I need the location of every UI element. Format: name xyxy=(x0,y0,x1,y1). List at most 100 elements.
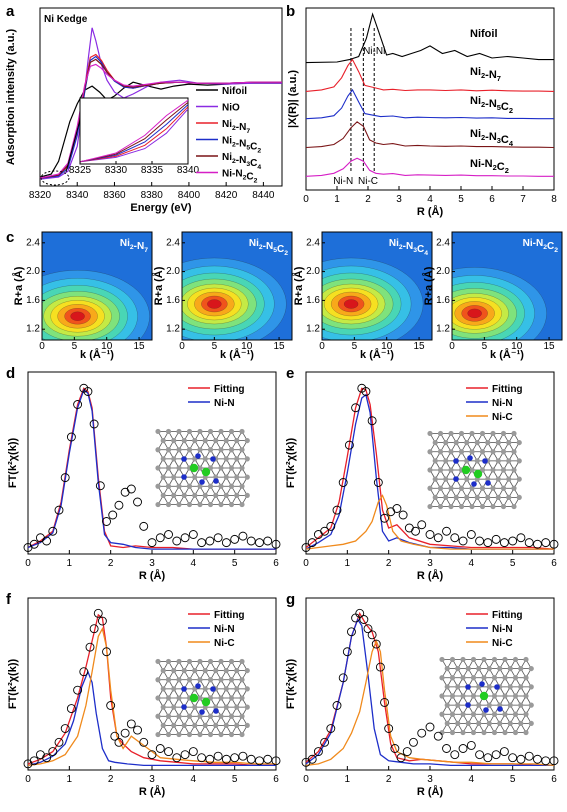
carbon-atom xyxy=(155,658,161,665)
panel-b-series-label: Ni2-N5C2 xyxy=(470,95,513,115)
panel-d-data-point xyxy=(29,539,39,549)
panel-c-map-title: Ni-N2C2 xyxy=(523,238,559,254)
panel-a-inset-line xyxy=(79,108,189,163)
carbon-atom xyxy=(512,729,519,736)
panel-e-molecule xyxy=(427,430,522,510)
carbon-atom xyxy=(523,729,529,736)
panel-a-x-tick-label: 8360 xyxy=(103,190,126,201)
nickel-atom xyxy=(201,467,211,477)
carbon-atom xyxy=(458,485,465,491)
carbon-atom xyxy=(427,449,433,455)
panel-f-data-point xyxy=(60,724,70,733)
carbon-atom xyxy=(165,465,172,471)
panel-g-series-line xyxy=(305,639,555,767)
carbon-atom xyxy=(186,428,193,435)
panel-g-legend-label: Ni-N xyxy=(492,624,513,635)
panel-d-ylabel: FT(k²χ(k)) xyxy=(7,438,19,489)
carbon-atom xyxy=(511,503,517,510)
panel-e-data-point xyxy=(541,538,551,548)
carbon-atom xyxy=(486,702,492,708)
panel-c-frame xyxy=(181,231,293,341)
carbon-atom xyxy=(197,465,203,471)
carbon-atom xyxy=(234,667,240,674)
panel-e-data-point xyxy=(499,538,509,548)
panel-a-inset-tick-label: 8335 xyxy=(141,165,164,176)
panel-f-data-point xyxy=(221,754,231,764)
carbon-atom xyxy=(469,430,475,437)
panel-d-data-point xyxy=(238,531,248,541)
carbon-atom xyxy=(449,656,456,663)
carbon-atom xyxy=(197,713,203,719)
panel-d-data-point xyxy=(172,536,182,546)
panel-c-y-tick-label: 2.0 xyxy=(436,266,450,277)
panel-g-data-point xyxy=(347,627,356,637)
panel-d-data-point xyxy=(221,538,231,548)
carbon-atom xyxy=(239,677,245,683)
carbon-atom xyxy=(465,665,471,672)
panel-c-ylabel: R+a (Å) xyxy=(422,266,435,305)
carbon-atom xyxy=(165,731,172,738)
panel-f-x-tick-label: 5 xyxy=(232,774,238,785)
carbon-atom xyxy=(486,665,492,672)
panel-label-a: a xyxy=(6,3,15,20)
nitrogen-atom xyxy=(465,702,471,708)
panel-e-series-line xyxy=(305,494,554,550)
carbon-atom xyxy=(155,731,161,738)
panel-f-data-point xyxy=(205,754,215,764)
panel-a-inset-frame xyxy=(79,97,189,165)
carbon-atom xyxy=(476,702,482,708)
carbon-atom xyxy=(449,711,456,717)
panel-d-data-point xyxy=(54,505,64,515)
carbon-atom xyxy=(453,494,459,501)
panel-c-x-tick-label: 10 xyxy=(381,341,393,352)
panel-f-data-point xyxy=(255,756,264,766)
panel-d-series-line xyxy=(27,387,276,550)
carbon-atom xyxy=(192,474,198,480)
panel-e-data-point xyxy=(516,533,526,543)
carbon-atom xyxy=(474,494,480,501)
carbon-atom xyxy=(186,483,193,489)
carbon-atom xyxy=(244,722,250,729)
panel-c-map-0 xyxy=(42,232,152,340)
panel-a-zoom-connector xyxy=(65,119,81,173)
carbon-atom xyxy=(213,722,219,729)
panel-b-series-line xyxy=(305,12,554,64)
panel-b-annotation-ni-n: Ni-N xyxy=(333,176,353,187)
carbon-atom xyxy=(160,492,166,499)
carbon-atom xyxy=(427,467,433,473)
carbon-atom xyxy=(502,656,508,663)
panel-g-data-point xyxy=(433,731,443,741)
panel-f-data-point xyxy=(66,704,76,714)
panel-c-x-tick-label: 5 xyxy=(482,341,488,352)
panel-b-series-label: Nifoil xyxy=(470,28,498,40)
nitrogen-atom xyxy=(210,456,216,462)
carbon-atom xyxy=(481,656,487,663)
panel-a-x-tick-label: 8380 xyxy=(141,190,164,201)
panel-f-data-point xyxy=(102,647,111,657)
carbon-atom xyxy=(491,729,498,736)
panel-c-map-1 xyxy=(182,232,292,340)
panel-d-data-point xyxy=(95,481,105,491)
nitrogen-atom xyxy=(485,480,491,486)
panel-d-data-point xyxy=(147,538,157,548)
carbon-atom xyxy=(528,720,534,727)
carbon-atom xyxy=(523,656,529,663)
panel-a-annotation: Ni Kedge xyxy=(44,14,88,25)
carbon-atom xyxy=(181,722,187,729)
panel-g-xlabel: R (Å) xyxy=(417,785,444,798)
carbon-atom xyxy=(239,731,245,738)
carbon-atom xyxy=(244,456,250,462)
carbon-atom xyxy=(490,449,496,455)
panel-f-data-point xyxy=(54,737,64,747)
panel-e-x-tick-label: 6 xyxy=(551,558,557,569)
carbon-atom xyxy=(437,485,444,491)
panel-g-series-line xyxy=(305,611,554,767)
panel-f-x-tick-label: 3 xyxy=(149,774,155,785)
panel-g-data-point xyxy=(450,750,460,760)
panel-f-data-point xyxy=(147,750,157,760)
panel-a-xlabel: Energy (eV) xyxy=(130,202,191,214)
panel-c-y-tick-label: 1.2 xyxy=(26,324,40,335)
panel-a-inset-tick-label: 8340 xyxy=(177,165,200,176)
carbon-atom xyxy=(516,494,522,501)
panel-e-data-point xyxy=(351,403,361,413)
